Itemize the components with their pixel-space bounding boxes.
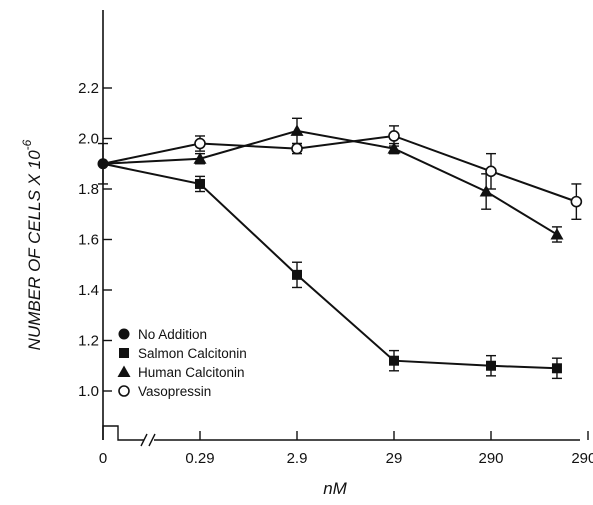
x-axis-label: nM: [323, 479, 347, 498]
legend-marker: [118, 385, 130, 397]
legend-item: Human Calcitonin: [117, 365, 245, 380]
x-tick-label: 29: [386, 450, 403, 467]
series-salmon-calcitonin: [102, 162, 562, 380]
x-tick-label: 2.9: [287, 450, 308, 467]
y-tick-label: 1.0: [78, 383, 99, 400]
legend: No Addition Salmon Calcitonin Human Calcit…: [117, 327, 247, 399]
legend-marker: [117, 365, 131, 377]
data-point: [388, 130, 400, 142]
data-point: [291, 142, 303, 155]
legend-item: Salmon Calcitonin: [119, 346, 247, 361]
data-point: [486, 360, 496, 371]
y-axis-label-exponent: -6: [20, 139, 34, 150]
data-point: [570, 195, 583, 208]
data-point: [290, 124, 304, 136]
legend-label: Human Calcitonin: [138, 365, 245, 380]
x-tick-label: 0: [99, 450, 107, 467]
data-point: [194, 137, 206, 150]
data-point: [389, 355, 399, 366]
data-point: [193, 152, 207, 164]
data-point: [292, 269, 302, 280]
legend-label: Salmon Calcitonin: [138, 346, 247, 361]
data-point: [485, 165, 497, 178]
legend-label: Vasopressin: [138, 384, 211, 399]
series-vasopressin: [102, 125, 583, 221]
axis-break-mark: [140, 433, 148, 447]
x-tick-label: 2900: [571, 450, 593, 467]
data-point: [387, 142, 401, 154]
legend-label: No Addition: [138, 327, 207, 342]
series-line: [102, 129, 558, 236]
data-point: [551, 363, 562, 374]
y-tick-label: 1.4: [78, 282, 99, 299]
series-line: [102, 162, 557, 370]
y-axis-label: NUMBER OF CELLS X 10-6: [20, 139, 44, 350]
data-point: [195, 178, 205, 189]
series-layer: [97, 117, 583, 380]
axis-break-mark: [148, 433, 156, 447]
legend-item: No Addition: [118, 327, 207, 342]
series-line: [102, 134, 577, 203]
y-tick-label: 2.2: [78, 80, 99, 97]
x-axis-line-left: [102, 425, 144, 441]
y-tick-label: 1.2: [78, 333, 99, 350]
x-tick-label: 290: [478, 450, 503, 467]
y-tick-label: 2.0: [78, 131, 99, 148]
y-tick-label: 1.8: [78, 181, 99, 198]
data-point: [550, 227, 564, 240]
legend-marker: [119, 348, 129, 358]
y-axis-label-main: NUMBER OF CELLS X 10: [25, 150, 44, 351]
series-human-calcitonin: [102, 117, 564, 243]
data-point: [479, 185, 493, 197]
axes: 1.0 1.2 1.4 1.6 1.8 2.0 2.2 0 0.29 2.9 29 290 2900: [78, 10, 593, 467]
x-tick-label: 0.29: [185, 450, 214, 467]
y-tick-label: 1.6: [78, 232, 99, 249]
legend-marker: [118, 328, 130, 340]
legend-item: Vasopressin: [118, 384, 211, 399]
